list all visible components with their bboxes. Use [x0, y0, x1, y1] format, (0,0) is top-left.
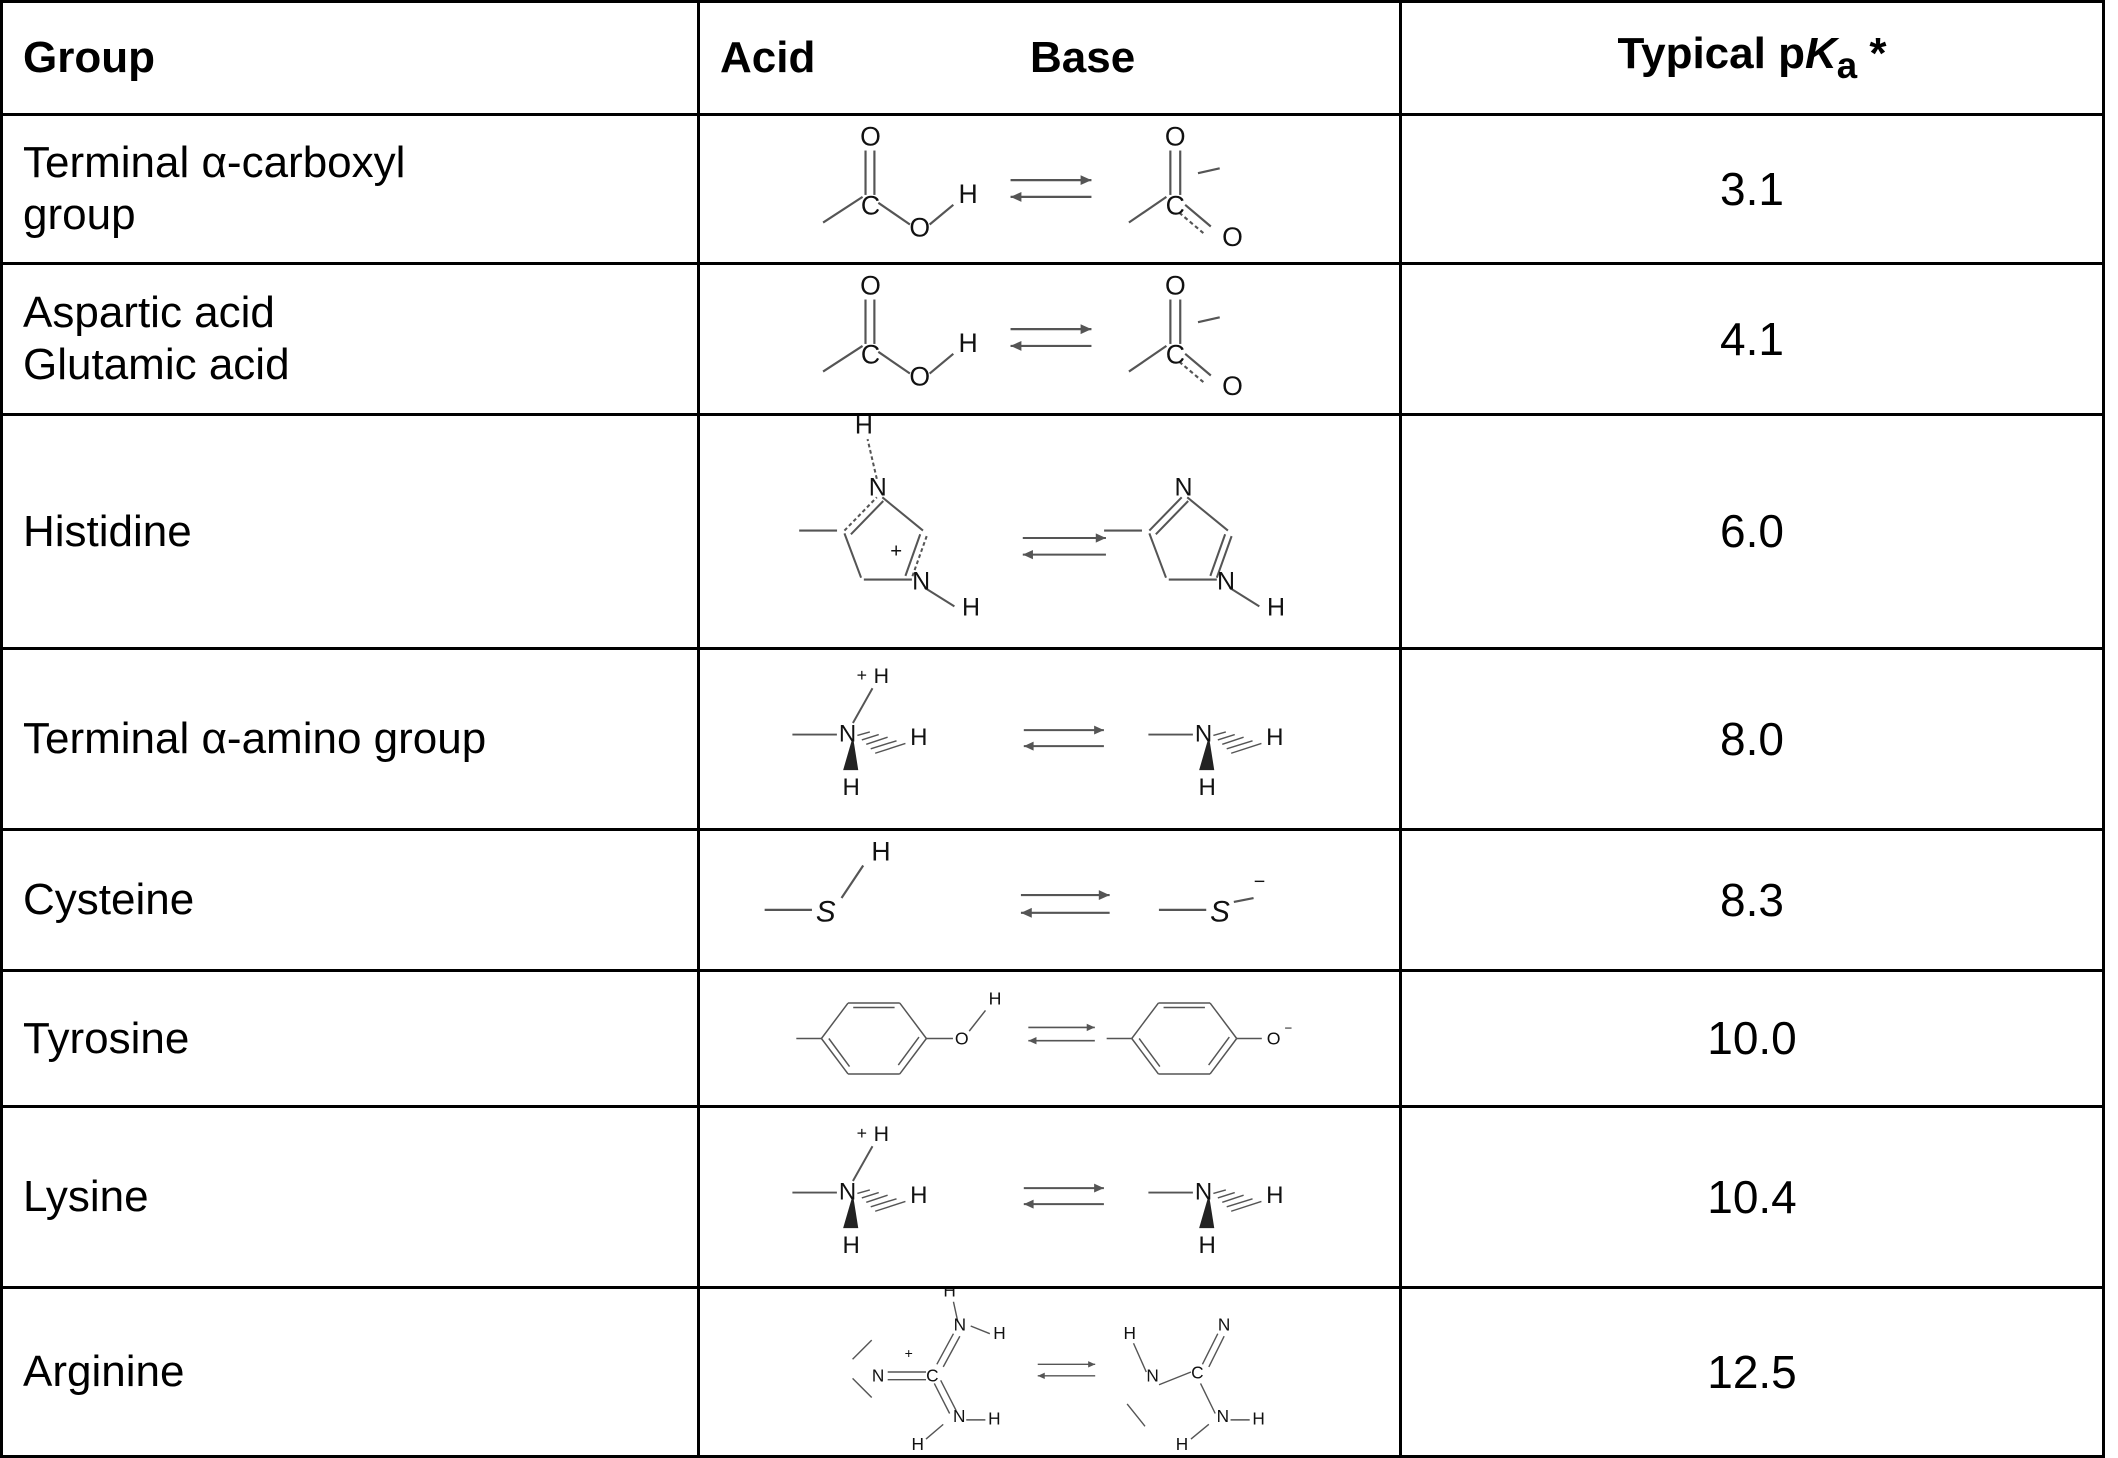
svg-text:H: H	[962, 594, 980, 622]
svg-text:+: +	[857, 1123, 867, 1143]
svg-text:H: H	[1198, 1232, 1215, 1259]
svg-text:N: N	[1195, 721, 1212, 748]
svg-text:N: N	[1195, 1179, 1212, 1206]
svg-text:H: H	[855, 416, 873, 440]
svg-text:H: H	[911, 1434, 923, 1454]
svg-text:H: H	[1266, 1182, 1283, 1209]
svg-text:C: C	[926, 1366, 938, 1386]
svg-text:N: N	[1218, 1315, 1230, 1335]
svg-text:H: H	[988, 1408, 1000, 1428]
svg-text:N: N	[839, 721, 856, 748]
svg-text:H: H	[871, 837, 890, 867]
svg-text:+: +	[857, 665, 867, 685]
svg-text:O: O	[860, 122, 881, 152]
svg-text:C: C	[1191, 1362, 1203, 1382]
svg-text:H: H	[910, 724, 927, 751]
svg-text:O: O	[1165, 271, 1186, 301]
svg-text:H: H	[1267, 594, 1285, 622]
svg-text:H: H	[1123, 1323, 1135, 1343]
svg-text:H: H	[910, 1182, 927, 1209]
svg-text:N: N	[872, 1366, 884, 1386]
svg-text:H: H	[1176, 1434, 1188, 1454]
svg-text:N: N	[1146, 1366, 1158, 1386]
svg-text:N: N	[839, 1179, 856, 1206]
svg-text:S: S	[1210, 896, 1230, 929]
svg-text:O: O	[1222, 371, 1243, 401]
svg-text:N: N	[953, 1406, 965, 1426]
svg-text:H: H	[842, 1232, 859, 1259]
svg-text:N: N	[1217, 1406, 1229, 1426]
svg-text:−: −	[1285, 1021, 1293, 1036]
svg-text:C: C	[1166, 191, 1185, 221]
svg-text:H: H	[1252, 1408, 1264, 1428]
svg-text:+: +	[905, 1345, 913, 1361]
svg-text:N: N	[1217, 568, 1235, 596]
svg-text:H: H	[1198, 774, 1215, 801]
svg-text:C: C	[861, 191, 880, 221]
svg-text:N: N	[912, 568, 930, 596]
svg-text:H: H	[958, 328, 977, 358]
svg-text:C: C	[861, 340, 880, 370]
svg-text:H: H	[989, 989, 1002, 1009]
svg-text:H: H	[874, 664, 889, 688]
svg-text:O: O	[1165, 122, 1186, 152]
svg-text:H: H	[874, 1122, 889, 1146]
svg-text:O: O	[1222, 222, 1243, 252]
svg-text:N: N	[1175, 473, 1193, 501]
svg-text:N: N	[954, 1315, 966, 1335]
svg-text:H: H	[842, 774, 859, 801]
svg-text:O: O	[955, 1028, 969, 1048]
svg-text:+: +	[890, 540, 902, 562]
svg-text:−: −	[1254, 871, 1266, 893]
svg-text:H: H	[993, 1323, 1005, 1343]
svg-text:O: O	[909, 212, 930, 242]
svg-text:O: O	[860, 271, 881, 301]
svg-text:H: H	[943, 1289, 955, 1301]
svg-text:O: O	[1267, 1028, 1281, 1048]
svg-text:N: N	[869, 473, 887, 501]
svg-text:H: H	[1266, 724, 1283, 751]
svg-text:H: H	[959, 179, 978, 209]
svg-text:S: S	[816, 896, 836, 929]
svg-text:C: C	[1166, 340, 1185, 370]
svg-text:O: O	[909, 361, 930, 391]
